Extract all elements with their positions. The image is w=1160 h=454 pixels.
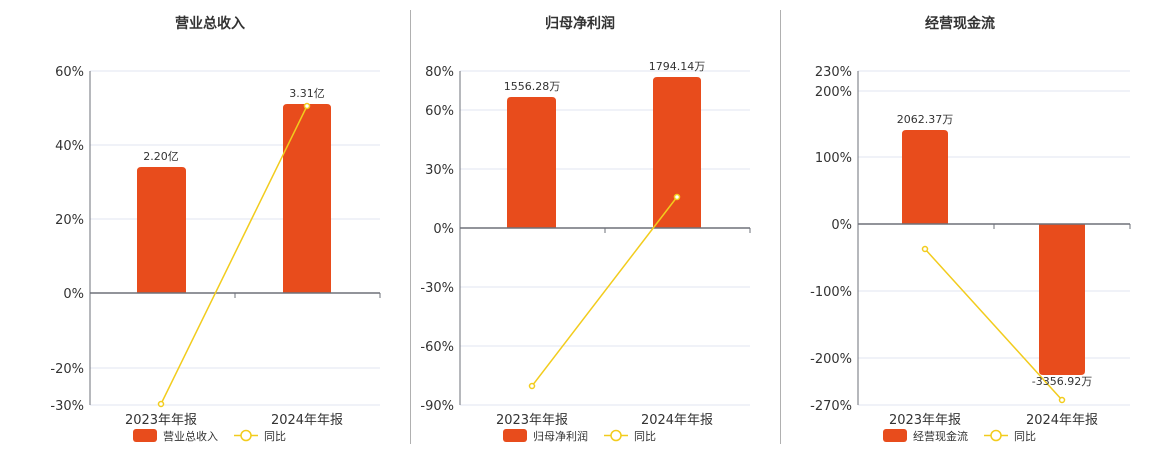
y-tick: -30%: [50, 399, 84, 414]
bar-value-label: 2062.37万: [897, 113, 954, 126]
chart-title: 营业总收入: [175, 15, 245, 32]
bar-2024[interactable]: [283, 104, 331, 293]
yoy-line: [924, 248, 1063, 401]
chart-panel-operating-cash-flow: 经营现金流 230% 200% 100% 0% -100% -200% -270…: [780, 0, 1160, 450]
x-category: 2024年年报: [641, 413, 713, 428]
y-tick: 0%: [831, 218, 852, 233]
yoy-point[interactable]: [303, 102, 311, 110]
chart-title: 归母净利润: [545, 15, 615, 32]
legend-line-icon: [240, 429, 252, 442]
legend-bar-label: 经营现金流: [913, 429, 968, 443]
grid-lines: [90, 70, 380, 406]
y-tick: 40%: [55, 139, 84, 154]
yoy-point[interactable]: [673, 193, 681, 201]
legend-bar-swatch: [883, 429, 907, 442]
yoy-line: [531, 196, 678, 387]
legend[interactable]: 归母净利润 同比: [503, 429, 656, 443]
legend-bar-label: 营业总收入: [163, 429, 218, 443]
y-tick: -60%: [420, 340, 454, 355]
y-tick: 100%: [815, 151, 852, 166]
grid-lines: [858, 70, 1130, 406]
yoy-point[interactable]: [157, 400, 165, 408]
legend-line-icon: [610, 429, 622, 442]
legend-line-label: 同比: [1014, 430, 1036, 443]
bar-value-label: 2.20亿: [143, 150, 179, 163]
bar-value-label: 1794.14万: [649, 60, 706, 73]
bar-value-label: 1556.28万: [504, 80, 561, 93]
x-category: 2023年年报: [496, 413, 568, 428]
bar-2023[interactable]: [507, 97, 556, 228]
x-category: 2023年年报: [889, 413, 961, 428]
y-axis-labels: 60% 40% 20% 0% -20% -30%: [50, 65, 84, 414]
chart-panel-net-profit: 归母净利润 80% 60% 30% 0% -30% -60% -90% 1556…: [400, 0, 780, 450]
x-category: 2023年年报: [125, 413, 197, 428]
y-tick: 60%: [425, 104, 454, 119]
yoy-line: [160, 105, 308, 405]
legend-bar-label: 归母净利润: [533, 429, 588, 443]
y-tick: -100%: [810, 285, 852, 300]
legend-line-label: 同比: [264, 430, 286, 443]
net-profit-chart: 归母净利润 80% 60% 30% 0% -30% -60% -90% 1556…: [420, 15, 751, 443]
bar-2024[interactable]: [653, 77, 701, 228]
y-tick: 0%: [433, 222, 454, 237]
y-tick: -270%: [810, 399, 852, 414]
chart-panel-revenue: 营业总收入 60% 40% 20% 0% -20% -30% 2.20亿 3.3…: [0, 0, 400, 450]
y-tick: -200%: [810, 352, 852, 367]
yoy-point[interactable]: [921, 245, 929, 253]
bar-value-label: -3356.92万: [1032, 375, 1092, 388]
bar-value-label: 3.31亿: [289, 87, 325, 100]
y-tick: -90%: [420, 399, 454, 414]
y-tick: 30%: [425, 163, 454, 178]
y-tick: 60%: [55, 65, 84, 80]
chart-title: 经营现金流: [925, 15, 995, 32]
legend-line-label: 同比: [634, 430, 656, 443]
y-tick: -30%: [420, 281, 454, 296]
panel-divider: [780, 10, 781, 444]
legend-bar-swatch: [133, 429, 157, 442]
y-tick: 200%: [815, 85, 852, 100]
y-tick: -20%: [50, 362, 84, 377]
y-axis-labels: 80% 60% 30% 0% -30% -60% -90%: [420, 65, 454, 414]
yoy-point[interactable]: [528, 382, 536, 390]
panel-divider: [410, 10, 411, 444]
y-tick: 0%: [63, 287, 84, 302]
y-tick: 80%: [425, 65, 454, 80]
grid-lines: [460, 70, 750, 406]
bar-2023[interactable]: [902, 130, 948, 224]
operating-cash-flow-chart: 经营现金流 230% 200% 100% 0% -100% -200% -270…: [810, 15, 1131, 443]
bar-2023[interactable]: [137, 167, 186, 293]
yoy-point[interactable]: [1058, 396, 1066, 404]
legend[interactable]: 经营现金流 同比: [883, 429, 1036, 443]
legend-bar-swatch: [503, 429, 527, 442]
y-axis-labels: 230% 200% 100% 0% -100% -200% -270%: [810, 65, 852, 414]
revenue-chart: 营业总收入 60% 40% 20% 0% -20% -30% 2.20亿 3.3…: [50, 15, 381, 443]
legend[interactable]: 营业总收入 同比: [133, 429, 286, 443]
bar-2024[interactable]: [1039, 224, 1085, 375]
legend-line-icon: [990, 429, 1002, 442]
y-tick: 20%: [55, 213, 84, 228]
x-category: 2024年年报: [271, 413, 343, 428]
y-tick: 230%: [815, 65, 852, 80]
x-category: 2024年年报: [1026, 413, 1098, 428]
